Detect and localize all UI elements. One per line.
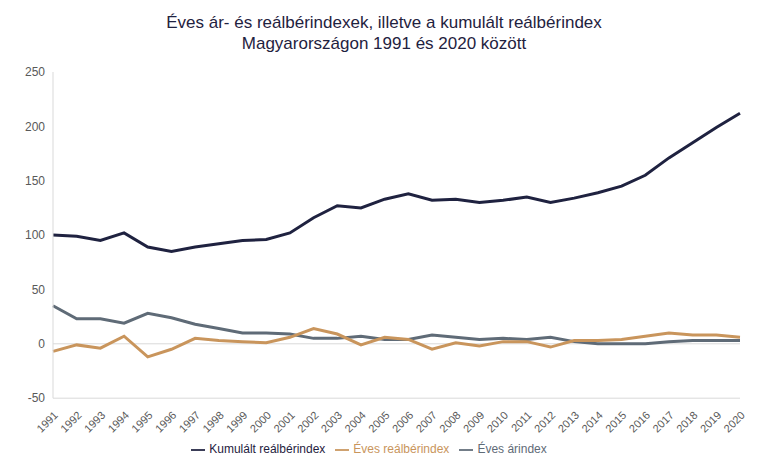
svg-text:1994: 1994 bbox=[105, 409, 131, 435]
svg-text:2007: 2007 bbox=[413, 409, 439, 435]
svg-text:2012: 2012 bbox=[532, 409, 558, 435]
svg-text:2002: 2002 bbox=[295, 409, 321, 435]
html-text:Éves árindex: Éves árindex bbox=[477, 442, 547, 457]
svg-text:200: 200 bbox=[25, 120, 45, 134]
svg-text:2017: 2017 bbox=[650, 409, 676, 435]
svg-text:150: 150 bbox=[25, 174, 45, 188]
svg-text:2005: 2005 bbox=[366, 409, 392, 435]
svg-text:2019: 2019 bbox=[698, 409, 724, 435]
svg-text:1997: 1997 bbox=[176, 409, 202, 435]
svg-text:2009: 2009 bbox=[461, 409, 487, 435]
html-text:Éves ár- és reálbérindexek, il: Éves ár- és reálbérindexek, illetve a ku… bbox=[166, 13, 602, 32]
html-text:Magyarországon 1991 és 2020 kö: Magyarországon 1991 és 2020 között bbox=[241, 34, 527, 53]
svg-text:2003: 2003 bbox=[319, 409, 345, 435]
svg-text:1991: 1991 bbox=[34, 409, 60, 435]
svg-text:2015: 2015 bbox=[603, 409, 629, 435]
svg-text:1995: 1995 bbox=[129, 409, 155, 435]
svg-text:2016: 2016 bbox=[627, 409, 653, 435]
svg-text:1993: 1993 bbox=[82, 409, 108, 435]
svg-text:50: 50 bbox=[32, 283, 46, 297]
svg-text:0: 0 bbox=[38, 337, 45, 351]
svg-text:1992: 1992 bbox=[58, 409, 84, 435]
svg-text:100: 100 bbox=[25, 228, 45, 242]
svg-text:2008: 2008 bbox=[437, 409, 463, 435]
html-text:Éves reálbérindex: Éves reálbérindex bbox=[353, 442, 450, 457]
svg-text:2018: 2018 bbox=[674, 409, 700, 435]
svg-text:2006: 2006 bbox=[390, 409, 416, 435]
svg-text:2020: 2020 bbox=[721, 409, 747, 435]
svg-text:250: 250 bbox=[25, 65, 45, 79]
svg-text:2000: 2000 bbox=[247, 409, 273, 435]
svg-text:2011: 2011 bbox=[509, 409, 534, 434]
svg-text:1999: 1999 bbox=[224, 409, 250, 435]
svg-text:1998: 1998 bbox=[200, 409, 226, 435]
svg-text:2014: 2014 bbox=[579, 409, 605, 435]
svg-text:2010: 2010 bbox=[484, 409, 510, 435]
svg-text:1996: 1996 bbox=[153, 409, 179, 435]
svg-text:2004: 2004 bbox=[342, 409, 368, 435]
svg-text:2001: 2001 bbox=[271, 409, 297, 435]
html-text:Kumulált reálbérindex: Kumulált reálbérindex bbox=[209, 442, 326, 457]
svg-text:2013: 2013 bbox=[555, 409, 581, 435]
svg-text:-50: -50 bbox=[28, 391, 46, 405]
